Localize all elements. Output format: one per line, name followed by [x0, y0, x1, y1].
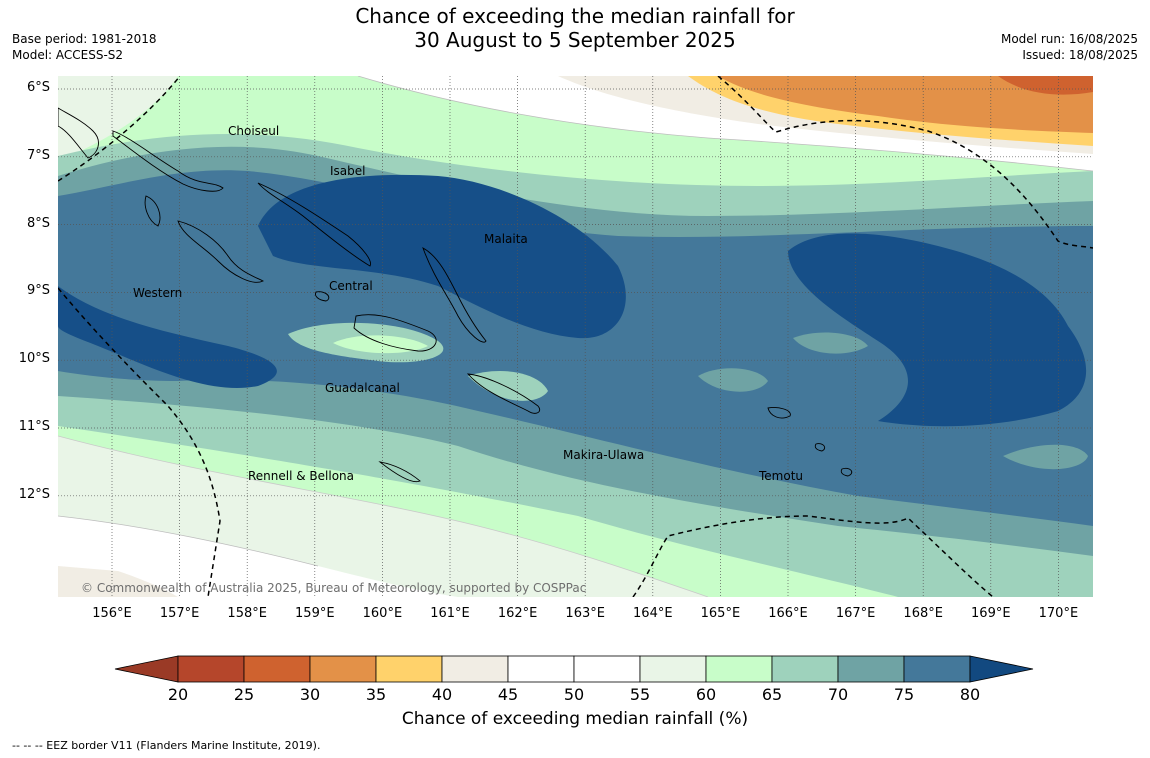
makira-coast [466, 373, 541, 414]
eez-borders [58, 76, 1093, 597]
label-choiseul: Choiseul [228, 124, 279, 138]
label-central: Central [329, 279, 373, 293]
chart-title-line1: Chance of exceeding the median rainfall … [355, 4, 795, 28]
colorbar-box [573, 655, 641, 683]
lon-tick-label: 158°E [227, 606, 267, 621]
colorbar-tick-label: 55 [630, 685, 650, 704]
colorbar: 20 25 30 35 40 45 50 55 60 65 70 75 80 [114, 655, 1034, 704]
lon-tick-label: 165°E [700, 606, 741, 621]
choiseul-coast [112, 130, 224, 192]
base-period: Base period: 1981-2018 [12, 32, 157, 46]
model-run: Model run: 16/08/2025 [1000, 32, 1138, 46]
malaita-coast [422, 247, 487, 343]
colorbar-tick-label: 25 [234, 685, 254, 704]
colorbar-box [903, 655, 971, 683]
florida-coast [315, 291, 330, 302]
colorbar-box [309, 655, 377, 683]
lon-tick-label: 164°E [633, 606, 673, 621]
colorbar-tick-label: 70 [828, 685, 848, 704]
lat-tick-label: 9°S [26, 283, 50, 299]
colorbar-tick-label: 65 [762, 685, 782, 704]
label-isabel: Isabel [330, 164, 365, 178]
colorbar-box [837, 655, 905, 683]
lat-tick-label: 11°S [18, 419, 50, 434]
vanikoro-coast [840, 467, 853, 477]
lon-tick-label: 159°E [295, 606, 335, 621]
copyright-text: © Commonwealth of Australia 2025, Bureau… [81, 581, 586, 595]
colorbar-tick-label: 50 [564, 685, 584, 704]
santa-cruz-coast [767, 407, 791, 419]
colorbar-box [705, 655, 773, 683]
label-rennell-bellona: Rennell & Bellona [248, 469, 354, 483]
colorbar-box [243, 655, 311, 683]
lat-tick-label: 12°S [18, 486, 50, 502]
utupua-coast [814, 443, 826, 452]
lon-tick-label: 161°E [430, 606, 470, 621]
colorbar-under-triangle [114, 655, 179, 683]
colorbar-box [771, 655, 839, 683]
isabel-coast [257, 182, 371, 267]
colorbar-over-triangle [969, 655, 1034, 683]
lon-tick-label: 160°E [362, 606, 403, 621]
issued-date: Issued: 18/08/2025 [1022, 48, 1138, 62]
rennell-coast [378, 461, 421, 483]
lon-tick-label: 157°E [159, 606, 200, 621]
chart-title-line2: 30 August to 5 September 2025 [414, 28, 736, 52]
model-name: Model: ACCESS-S2 [12, 48, 124, 62]
colorbar-title: Chance of exceeding median rainfall (%) [401, 709, 749, 729]
colorbar-tick-label: 60 [696, 685, 716, 704]
label-temotu: Temotu [758, 469, 803, 483]
zone-patch-4 [793, 332, 868, 354]
lon-tick-label: 163°E [565, 606, 605, 621]
lat-tick-label: 7°S [26, 147, 50, 163]
colorbar-box [177, 655, 245, 683]
label-guadalcanal: Guadalcanal [325, 381, 400, 395]
lon-tick-label: 170°E [1038, 606, 1079, 621]
lat-tick-label: 8°S [26, 215, 50, 231]
zone-over-80-a [258, 174, 626, 339]
lon-tick-label: 168°E [903, 606, 943, 621]
colorbar-box [507, 655, 575, 683]
colorbar-tick-label: 45 [498, 685, 518, 704]
lon-tick-label: 166°E [768, 606, 808, 621]
colorbar-box [441, 655, 509, 683]
label-western: Western [133, 286, 182, 300]
colorbar-tick-label: 20 [168, 685, 188, 704]
lon-tick-label: 167°E [835, 606, 876, 621]
rainfall-map: Choiseul Isabel Malaita Western Central … [58, 76, 1093, 597]
lat-tick-label: 6°S [26, 80, 50, 95]
colorbar-tick-label: 30 [300, 685, 320, 704]
colorbar-tick-label: 80 [960, 685, 980, 704]
zone-patch-5 [1003, 444, 1088, 470]
label-makira-ulawa: Makira-Ulawa [563, 448, 644, 462]
bougainville-coast [58, 107, 99, 159]
guadalcanal-coast [353, 314, 437, 352]
meta-right: Model run: 16/08/2025 Issued: 18/08/2025 [1001, 31, 1138, 63]
new-georgia-coast [144, 195, 265, 283]
zone-55-60-nw [58, 76, 178, 161]
label-malaita: Malaita [484, 232, 528, 246]
lat-tick-label: 10°S [18, 351, 50, 367]
colorbar-box [375, 655, 443, 683]
zone-45-55-south [58, 516, 458, 597]
colorbar-tick-label: 40 [432, 685, 452, 704]
lon-tick-label: 156°E [92, 606, 132, 621]
meta-left: Base period: 1981-2018 Model: ACCESS-S2 [12, 31, 157, 63]
colorbar-tick-label: 35 [366, 685, 386, 704]
zone-30-35 [718, 76, 1093, 133]
zone-patch-3 [698, 368, 768, 392]
zone-40-45-south [58, 566, 178, 597]
zone-over-80-b [788, 233, 1087, 427]
colorbar-box [639, 655, 707, 683]
lon-tick-label: 169°E [971, 606, 1011, 621]
zone-25-30 [998, 76, 1093, 95]
zone-over-80-c [58, 286, 277, 388]
footnote: -- -- -- EEZ border V11 (Flanders Marine… [12, 739, 321, 752]
colorbar-tick-label: 75 [894, 685, 914, 704]
lon-tick-label: 162°E [497, 606, 538, 621]
coastlines [58, 107, 853, 483]
